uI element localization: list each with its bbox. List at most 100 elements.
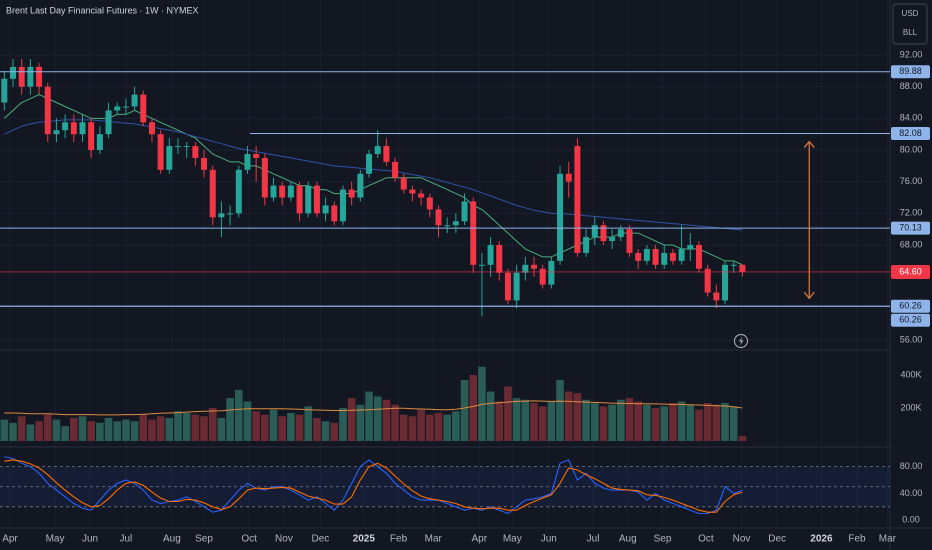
- candle-body: [18, 66, 25, 87]
- volume-bar: [347, 398, 356, 442]
- level-label-box: [891, 221, 930, 235]
- volume-bar: [382, 399, 391, 442]
- volume-bar: [17, 416, 26, 442]
- x-tick-label: Mar: [879, 534, 897, 545]
- candle-body: [392, 161, 399, 178]
- volume-bar: [130, 421, 139, 442]
- event-bolt[interactable]: [739, 336, 744, 346]
- x-tick-label: Aug: [163, 534, 181, 545]
- volume-bar: [165, 417, 174, 442]
- volume-bar: [356, 404, 365, 442]
- volume-bar: [426, 414, 434, 442]
- candle-body: [635, 252, 642, 261]
- oscillator-line: [4, 459, 743, 513]
- volume-bar: [512, 398, 521, 442]
- volume-bar: [556, 379, 564, 442]
- candle-body: [96, 134, 103, 151]
- volume-bar: [287, 412, 295, 442]
- volume-bar: [608, 404, 616, 442]
- candle-body: [557, 173, 564, 261]
- volume-bar: [313, 417, 321, 442]
- y-tick-label: 88.00: [900, 81, 923, 91]
- volume-bar: [530, 403, 538, 442]
- x-tick-label: Nov: [275, 534, 293, 545]
- volume-bar: [35, 421, 43, 442]
- candle-body: [44, 86, 51, 135]
- candle-body: [227, 213, 234, 215]
- candle-body: [418, 193, 425, 198]
- x-tick-label: Oct: [241, 534, 257, 545]
- volume-bar: [417, 409, 425, 442]
- candle-body: [157, 134, 164, 170]
- x-tick-label: Feb: [390, 534, 408, 545]
- x-tick-label: Jul: [587, 534, 600, 545]
- currency-box[interactable]: [892, 3, 928, 45]
- volume-bar: [321, 421, 330, 442]
- currency: USD: [902, 9, 919, 18]
- volume-bar: [634, 401, 642, 442]
- candle-body: [496, 245, 503, 273]
- volume-bar: [738, 436, 747, 442]
- candle-body: [148, 122, 155, 135]
- candle-body: [10, 66, 17, 79]
- candle-body: [1, 78, 8, 103]
- candle-body: [504, 272, 511, 301]
- unit: BLL: [903, 28, 918, 37]
- level-label-box: [891, 313, 930, 327]
- candle-body: [626, 229, 633, 253]
- candle-body: [235, 169, 242, 214]
- volume-bar: [217, 417, 226, 442]
- level-label: 70.13: [899, 223, 922, 233]
- candle-body: [452, 221, 459, 226]
- candle-body: [687, 245, 694, 249]
- y-tick-label: 0.00: [902, 515, 920, 525]
- arrow-head: [803, 291, 815, 300]
- volume-bar: [564, 391, 573, 442]
- x-tick-label: Apr: [472, 534, 488, 545]
- level-label: 60.26: [899, 301, 922, 311]
- candle-body: [70, 122, 77, 135]
- volume-bar: [269, 409, 278, 442]
- volume-bar: [139, 414, 148, 442]
- level-label: 89.88: [899, 66, 922, 76]
- volume-bar: [495, 401, 504, 442]
- candle-body: [183, 146, 190, 148]
- level-label: 82.08: [899, 128, 922, 138]
- candle-body: [287, 185, 294, 198]
- volume-bar: [61, 426, 69, 442]
- candle-body: [270, 185, 277, 198]
- candle-body: [27, 66, 34, 87]
- volume-average: [4, 400, 743, 416]
- y-tick-label: 68.00: [900, 239, 923, 249]
- candle-body: [192, 146, 199, 158]
- volume-bar: [339, 408, 347, 442]
- candle-body: [374, 146, 381, 154]
- event-icon[interactable]: [734, 334, 748, 348]
- volume-bar: [625, 398, 634, 442]
- event-circle[interactable]: [734, 334, 748, 348]
- candle-body: [53, 130, 60, 135]
- volume-bar: [460, 379, 469, 442]
- candle-body: [669, 252, 676, 261]
- candle-body: [105, 110, 112, 135]
- x-tick-label: Jul: [120, 534, 133, 545]
- volume-bar: [590, 403, 599, 442]
- candle-body: [591, 225, 598, 238]
- y-tick-label: 56.00: [900, 334, 923, 344]
- candle-body: [652, 248, 659, 265]
- x-tick-label: Dec: [312, 534, 330, 545]
- candle-body: [539, 268, 546, 285]
- volume-bar: [156, 416, 165, 442]
- volume-bar: [304, 406, 313, 442]
- x-tick-label: Jun: [82, 534, 98, 545]
- x-tick-label: Nov: [733, 534, 751, 545]
- oscillator-line: [4, 456, 743, 515]
- candle-body: [175, 146, 181, 148]
- candle-body: [88, 122, 95, 151]
- candle-body: [695, 245, 702, 269]
- volume-bar: [113, 421, 122, 442]
- volume-bar: [200, 416, 208, 442]
- candle-body: [36, 66, 43, 87]
- candle-body: [574, 146, 581, 253]
- candle-body: [426, 197, 433, 210]
